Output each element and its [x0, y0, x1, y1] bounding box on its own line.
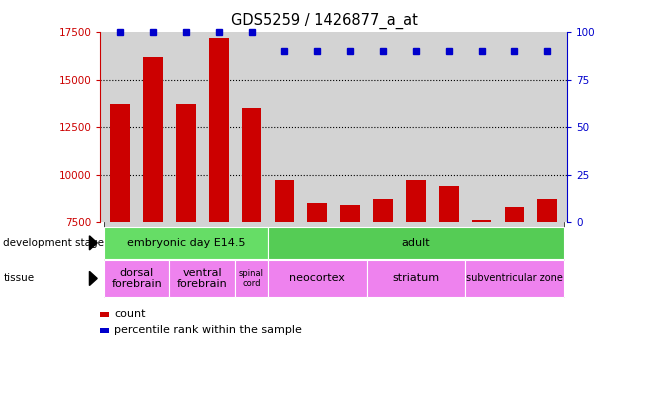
Bar [307, 203, 327, 222]
Text: tissue: tissue [3, 274, 34, 283]
Bar [373, 199, 393, 222]
Text: embryonic day E14.5: embryonic day E14.5 [126, 238, 245, 248]
Text: adult: adult [402, 238, 430, 248]
Bar [472, 220, 491, 222]
Bar [100, 312, 109, 317]
Text: percentile rank within the sample: percentile rank within the sample [114, 325, 302, 335]
Bar [242, 108, 261, 222]
Bar [537, 199, 557, 222]
Bar [209, 38, 229, 222]
Text: spinal
cord: spinal cord [239, 269, 264, 288]
Text: ventral
forebrain: ventral forebrain [177, 268, 227, 289]
Bar [275, 180, 294, 222]
Bar [100, 328, 109, 332]
Text: subventricular zone: subventricular zone [466, 274, 563, 283]
Bar [176, 105, 196, 222]
Bar [406, 180, 426, 222]
Text: count: count [114, 309, 146, 320]
Bar [439, 186, 459, 222]
Text: GDS5259 / 1426877_a_at: GDS5259 / 1426877_a_at [231, 13, 417, 29]
Text: striatum: striatum [392, 274, 439, 283]
Text: dorsal
forebrain: dorsal forebrain [111, 268, 162, 289]
Bar [505, 207, 524, 222]
Text: neocortex: neocortex [290, 274, 345, 283]
Bar [340, 205, 360, 222]
Bar [143, 57, 163, 222]
Bar [110, 105, 130, 222]
Polygon shape [89, 236, 97, 250]
Text: development stage: development stage [3, 238, 104, 248]
Polygon shape [89, 271, 97, 285]
